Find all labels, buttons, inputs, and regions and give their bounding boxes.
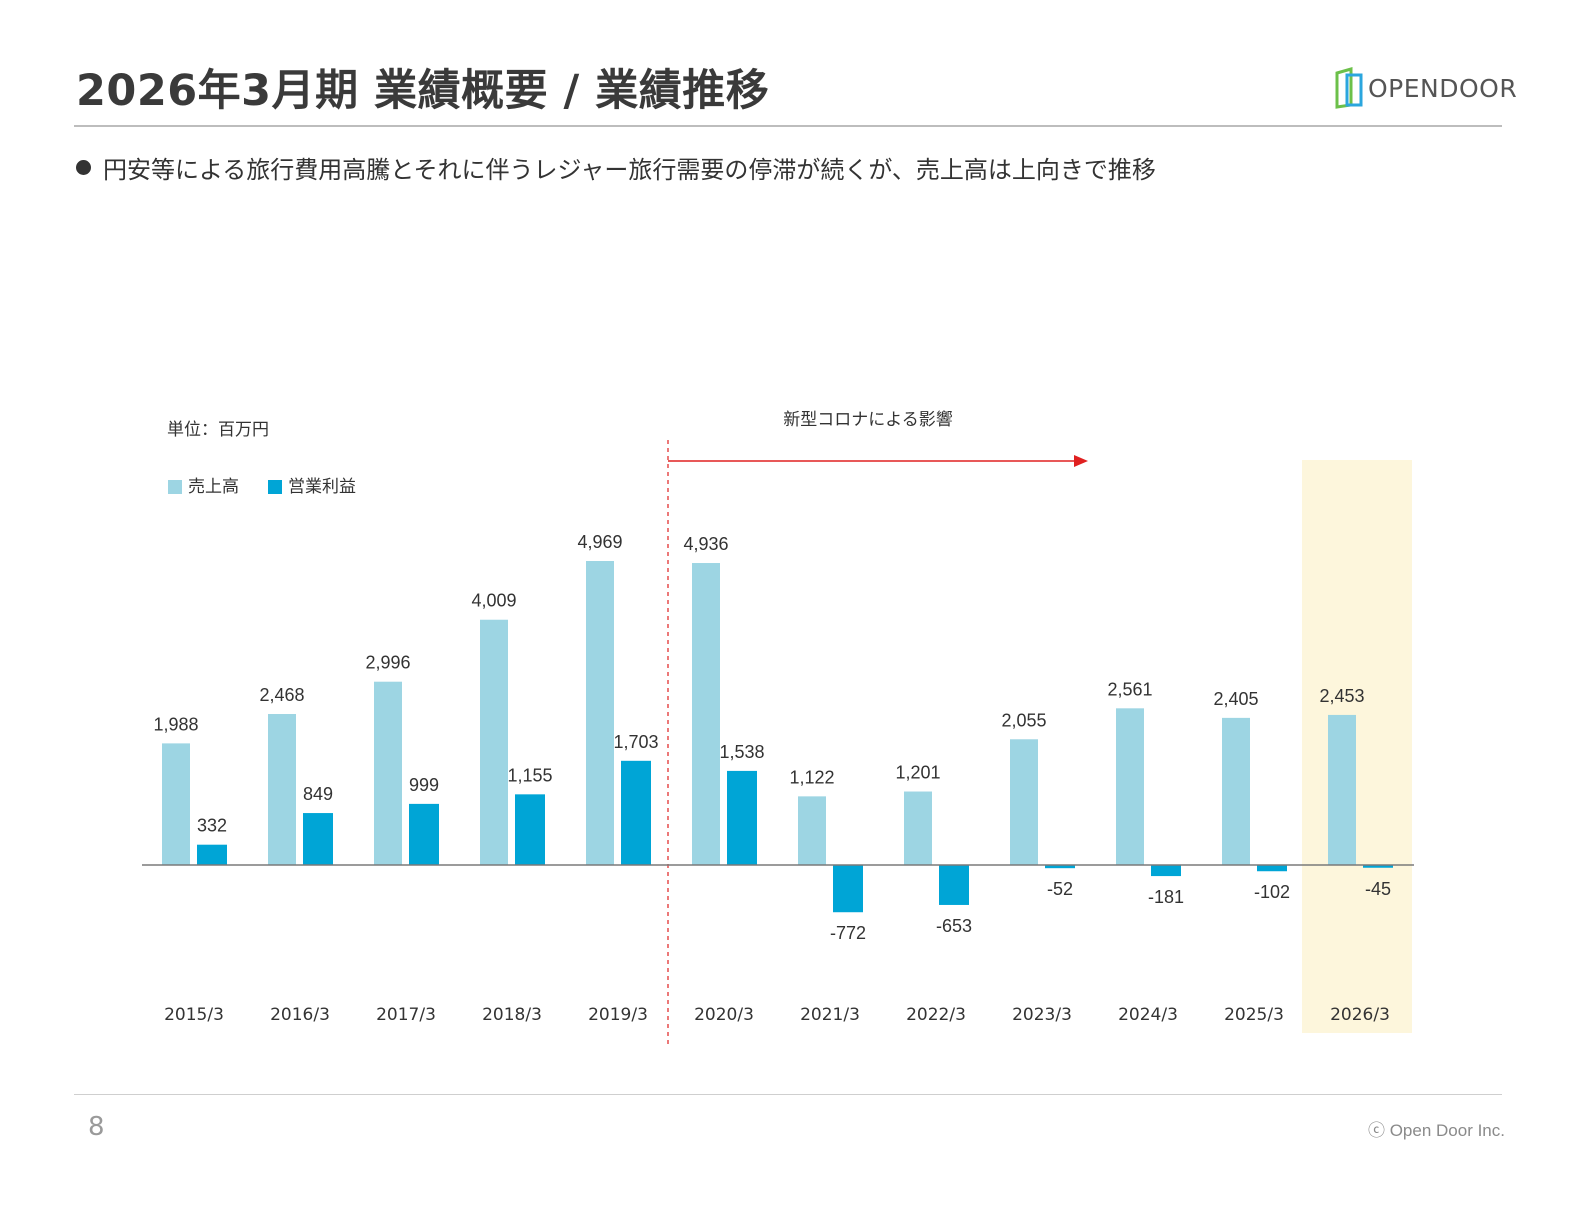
legend-swatch-1 [268, 480, 282, 494]
bullet-icon [76, 160, 91, 175]
sales-label: 1,988 [153, 714, 198, 734]
sales-bar [904, 791, 932, 865]
op-profit-label: -181 [1148, 887, 1184, 907]
op-profit-bar [833, 865, 863, 913]
op-profit-bar [1045, 865, 1075, 869]
sales-label: 2,468 [259, 685, 304, 705]
sales-bar [586, 561, 614, 865]
op-profit-label: 849 [303, 784, 333, 804]
sales-bar [1010, 739, 1038, 865]
op-profit-label: 999 [409, 775, 439, 795]
sales-label: 2,453 [1319, 686, 1364, 706]
sales-label: 4,936 [683, 534, 728, 554]
sales-bar [1116, 708, 1144, 865]
sales-label: 2,996 [365, 653, 410, 673]
op-profit-bar [939, 865, 969, 905]
sales-label: 1,122 [789, 767, 834, 787]
op-profit-label: -45 [1365, 879, 1391, 899]
category-label: 2022/3 [906, 1005, 966, 1025]
sales-bar [162, 743, 190, 865]
category-label: 2026/3 [1330, 1005, 1390, 1025]
summary-bullet: 円安等による旅行費用高騰とそれに伴うレジャー旅行需要の停滞が続くが、売上高は上向… [76, 150, 1156, 185]
op-profit-bar [727, 770, 757, 865]
sales-label: 2,405 [1213, 689, 1258, 709]
sales-bar [798, 796, 826, 865]
category-label: 2024/3 [1118, 1005, 1178, 1025]
unit-label: 単位：百万円 [167, 420, 269, 440]
op-profit-label: 1,538 [719, 742, 764, 762]
sales-label: 4,009 [471, 591, 516, 611]
op-profit-label: 332 [197, 816, 227, 836]
sales-bar [1328, 714, 1356, 865]
logo-text: OPENDOOR [1368, 73, 1518, 103]
summary-text: 円安等による旅行費用高騰とそれに伴うレジャー旅行需要の停滞が続くが、売上高は上向… [103, 156, 1156, 184]
op-profit-bar [1363, 865, 1393, 868]
page-title: 2026年3月期 業績概要 / 業績推移 [76, 66, 770, 116]
sales-label: 1,201 [895, 763, 940, 783]
category-label: 2021/3 [800, 1005, 860, 1025]
footer-divider [74, 1094, 1502, 1095]
sales-bar [1222, 717, 1250, 865]
category-label: 2020/3 [694, 1005, 754, 1025]
op-profit-label: -653 [936, 916, 972, 936]
door-logo-icon [1335, 67, 1363, 109]
sales-label: 2,055 [1001, 710, 1046, 730]
annotation-text: 新型コロナによる影響 [783, 410, 953, 430]
sales-bar [374, 681, 402, 865]
sales-bar [692, 563, 720, 865]
op-profit-bar [1257, 865, 1287, 872]
op-profit-bar [197, 844, 227, 865]
category-label: 2016/3 [270, 1005, 330, 1025]
op-profit-label: 1,703 [613, 732, 658, 752]
header-divider [74, 125, 1502, 127]
category-label: 2023/3 [1012, 1005, 1072, 1025]
category-label: 2017/3 [376, 1005, 436, 1025]
legend-swatch-0 [168, 480, 182, 494]
op-profit-label: 1,155 [507, 765, 552, 785]
op-profit-label: -772 [830, 923, 866, 943]
category-label: 2018/3 [482, 1005, 542, 1025]
op-profit-bar [1151, 865, 1181, 877]
category-label: 2019/3 [588, 1005, 648, 1025]
sales-label: 2,561 [1107, 679, 1152, 699]
copyright: ⓒ Open Door Inc. [1367, 1121, 1505, 1140]
category-label: 2025/3 [1224, 1005, 1284, 1025]
highlight-band [1302, 460, 1412, 1033]
annotation-arrow-head [1074, 455, 1088, 467]
op-profit-bar [515, 794, 545, 865]
category-label: 2015/3 [164, 1005, 224, 1025]
sales-label: 4,969 [577, 532, 622, 552]
legend-label-0: 売上高 [188, 477, 239, 497]
legend-label-1: 営業利益 [288, 477, 356, 497]
op-profit-label: -102 [1254, 882, 1290, 902]
op-profit-bar [621, 760, 651, 865]
company-logo: OPENDOOR [1334, 66, 1517, 110]
op-profit-label: -52 [1047, 879, 1073, 899]
page-number: 8 [88, 1112, 105, 1142]
sales-bar [268, 714, 296, 865]
sales-bar [480, 619, 508, 865]
op-profit-bar [409, 803, 439, 865]
op-profit-bar [303, 813, 333, 865]
